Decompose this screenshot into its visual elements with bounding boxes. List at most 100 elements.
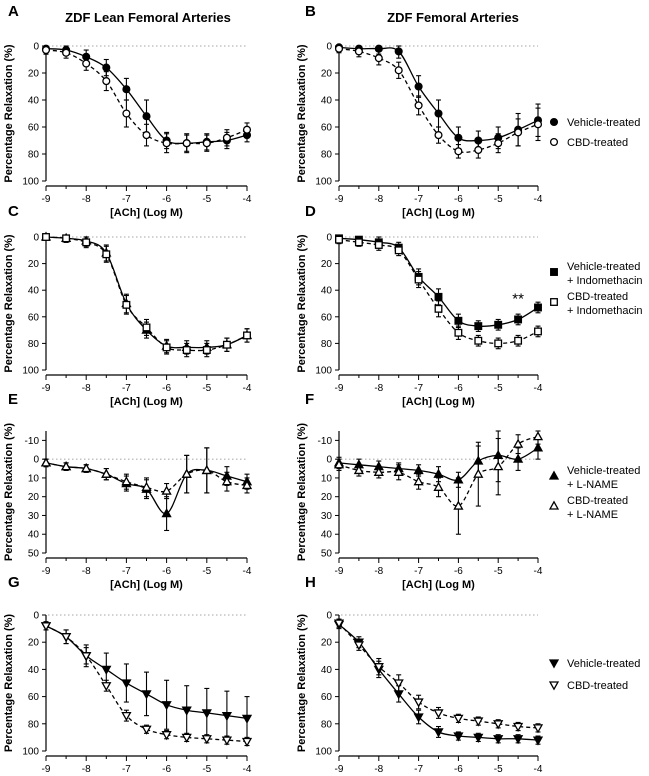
y-tick-label: 60 [28,692,40,703]
y-axis-label: Percentage Relaxation (%) [3,614,15,752]
x-axis-label: [ACh] (Log M) [402,396,475,408]
x-tick-label: -5 [494,764,503,775]
legend-label: CBD-treated [567,495,628,507]
y-tick-label: 100 [315,177,332,188]
series-vehicle [40,621,253,741]
data-point [433,728,444,738]
x-tick-label: -6 [454,383,463,394]
legend-marker [548,470,560,480]
series-cbd [335,235,542,350]
panel-f: F -10 0 10 20 30 40 50-9 -8 -7 -6 -5 -4 [ACh] (Log M)… [296,391,544,591]
data-point [142,323,151,332]
x-tick-label: -4 [534,194,543,205]
y-tick-label: 0 [326,233,332,244]
legend-label: Vehicle-treated [567,117,640,129]
y-tick-label: 60 [321,312,333,323]
data-point [242,125,252,134]
y-tick-label: 40 [28,665,40,676]
y-tick-label: 40 [28,96,40,107]
data-point [493,720,504,730]
data-point [413,476,424,486]
legend-marker [548,681,560,691]
x-tick-label: -5 [494,383,503,394]
series-cbd [333,618,544,734]
data-point [141,690,152,700]
legend-marker [548,659,560,669]
x-tick-label: -6 [454,566,463,577]
y-tick-label: 0 [33,233,39,244]
data-point [353,464,365,475]
x-tick-label: -9 [335,764,344,775]
y-tick-label: 30 [28,511,40,522]
data-point [333,619,345,629]
data-point [102,77,111,86]
data-point [512,438,524,448]
data-point [81,652,92,662]
data-point [534,327,542,336]
panel-label: E [8,391,18,408]
y-tick-label: 100 [22,747,39,758]
y-tick-label: 100 [22,366,39,377]
y-tick-label: 50 [28,549,40,560]
data-point [532,442,544,452]
data-point [161,701,172,711]
data-point [414,101,423,110]
panel-label: D [305,203,316,220]
panel-e: E -10 0 10 20 30 40 50-9 -8 -7 -6 -5 -4 [ACh] (Log M)… [3,391,253,591]
panel-label: G [8,574,20,591]
x-axis-label: [ACh] (Log M) [110,579,183,591]
data-point [122,109,131,118]
data-point [414,275,423,284]
data-point [221,476,233,486]
legend-marker [549,117,559,127]
x-tick-label: -9 [42,764,51,775]
data-point [41,45,51,55]
y-tick-label: 20 [28,492,40,503]
y-tick-label: 30 [321,511,333,522]
data-point [434,109,443,118]
data-point [121,476,132,486]
x-tick-label: -8 [374,566,383,577]
x-tick-label: -7 [122,566,131,577]
y-tick-label: 20 [321,492,333,503]
data-point [454,133,463,142]
panel-c: C 0 20 40 60 80 100-9 -8 -7 -6 -5 -4 [ACh] (Log M) Pe… [3,203,253,408]
data-point [62,234,71,243]
y-tick-label: 20 [28,69,40,80]
data-point [221,711,233,722]
data-point [493,461,504,471]
x-tick-label: -6 [454,764,463,775]
x-tick-label: -4 [243,194,252,205]
x-tick-label: -7 [414,383,423,394]
y-tick-label: 0 [33,42,39,53]
data-point [434,292,443,301]
data-point [101,682,112,692]
data-point [414,82,423,91]
data-point [433,468,444,478]
x-axis-label: [ACh] (Log M) [110,396,183,408]
x-tick-label: -7 [122,194,131,205]
x-tick-label: -9 [335,383,344,394]
y-axis-label: Percentage Relaxation (%) [296,44,308,182]
data-point [82,238,91,247]
data-point [141,725,152,735]
col-title-zdf: ZDF Femoral Arteries [387,10,519,25]
data-point [40,457,52,467]
panel-label: B [305,3,316,20]
data-point [373,663,384,673]
data-point [393,679,404,689]
y-tick-label: 60 [28,312,40,323]
y-tick-label: 0 [33,611,39,622]
y-tick-label: -10 [25,436,40,447]
legends-group: Vehicle-treatedCBD-treatedVehicle-treate… [548,117,643,692]
y-tick-label: 100 [315,747,332,758]
data-point [40,622,52,632]
y-tick-label: 100 [315,366,332,377]
data-point [533,120,543,129]
data-point [512,453,524,463]
data-point [182,346,191,354]
data-point [161,731,172,741]
data-point [222,133,231,142]
data-point [335,235,343,244]
